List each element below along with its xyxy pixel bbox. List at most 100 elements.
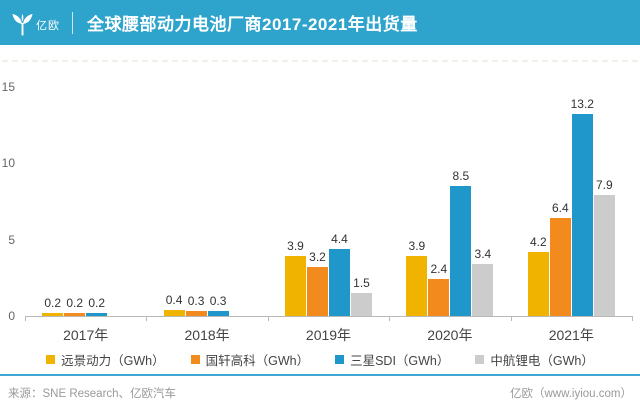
legend-swatch-icon — [190, 354, 200, 364]
y-axis-tick-label: 15 — [1, 80, 15, 94]
bar-slot: 3.2 — [306, 250, 328, 316]
bar-slot: 7.9 — [593, 178, 615, 316]
yiou-logo-icon — [12, 10, 33, 36]
bar — [328, 248, 350, 316]
chart-legend: 远景动力（GWh） 国轩高科（GWh） 三星SDI（GWh） 中航锂电（GWh） — [0, 347, 640, 371]
bar-slot: 0.2 — [64, 295, 86, 316]
bar-slot: 4.4 — [328, 231, 350, 316]
x-axis-category-label: 2021年 — [548, 327, 594, 343]
bar-slot: 4.2 — [527, 234, 549, 316]
bar — [163, 309, 185, 316]
legend-item: 国轩高科（GWh） — [190, 350, 310, 369]
bar — [306, 267, 328, 316]
bar-value-label: 0.4 — [165, 292, 183, 307]
bar — [64, 312, 86, 316]
bar-group: 0.4 0.3 0.3 — [146, 293, 267, 316]
x-axis-tick — [389, 316, 391, 321]
bar — [185, 311, 207, 316]
header: 亿欧 全球腰部动力电池厂商2017-2021年出货量 — [0, 0, 640, 45]
footer-divider — [0, 374, 640, 376]
bar-value-label: 0.3 — [209, 294, 227, 309]
bar-slot: 2.4 — [428, 262, 450, 316]
bar-value-label: 4.4 — [331, 231, 348, 246]
bar — [571, 114, 593, 316]
chart-top-gridline — [2, 60, 638, 62]
bar-value-label: 7.9 — [595, 178, 613, 193]
footer: 来源：SNE Research、亿欧汽车 亿欧（www.iyiou.com） — [0, 385, 640, 401]
legend-label: 三星SDI（GWh） — [350, 353, 450, 368]
bar-slot: 8.5 — [450, 169, 472, 316]
bar-value-label: 1.5 — [353, 276, 370, 291]
bar — [472, 264, 494, 316]
bar — [207, 311, 229, 316]
bar — [593, 195, 615, 316]
bar-value-label: 8.5 — [452, 169, 470, 184]
source-text: 来源：SNE Research、亿欧汽车 — [8, 388, 177, 400]
bar-slot: 0.4 — [163, 292, 185, 316]
x-axis-tick — [632, 316, 633, 321]
x-axis-category-label: 2017年 — [63, 327, 109, 343]
page-title: 全球腰部动力电池厂商2017-2021年出货量 — [87, 15, 418, 34]
y-axis-tick-label: 5 — [8, 232, 15, 247]
logo-text: 亿欧 — [36, 19, 60, 32]
bar-slot: 0.3 — [185, 294, 207, 316]
bar — [549, 218, 571, 316]
bar-value-label: 3.4 — [474, 247, 492, 262]
bar-value-label: 3.2 — [309, 250, 326, 265]
bar — [42, 312, 64, 316]
logo: 亿欧 — [12, 10, 60, 36]
x-axis-tick — [510, 316, 512, 321]
y-axis-tick-label: 0 — [8, 309, 15, 323]
header-divider — [72, 11, 73, 34]
bar-value-label: 0.3 — [187, 294, 205, 309]
bar — [450, 186, 472, 316]
bar-chart: 0 5 10 15 0.2 0.2 0.2 2017年 0.4 0.3 0.3 2018年 3.9 3.2… — [0, 45, 640, 345]
legend-swatch-icon — [335, 354, 345, 364]
bar — [428, 279, 450, 316]
bar-slot: 0.2 — [86, 295, 108, 316]
bar — [527, 251, 549, 316]
bar-slot: 3.4 — [472, 247, 494, 316]
bar-value-label: 4.2 — [529, 234, 547, 249]
x-axis-tick — [267, 316, 269, 321]
legend-swatch-icon — [475, 354, 485, 364]
bar-value-label: 13.2 — [570, 97, 594, 112]
x-axis-category-label: 2018年 — [184, 327, 230, 343]
bar — [86, 312, 108, 316]
bar-slot: 1.5 — [350, 276, 372, 316]
bar-group: 0.2 0.2 0.2 — [25, 296, 146, 316]
bar-value-label: 2.4 — [430, 262, 448, 277]
bar — [284, 256, 306, 316]
bar-slot: 13.2 — [570, 97, 594, 316]
bar — [350, 293, 372, 316]
bar-value-label: 0.2 — [44, 295, 62, 310]
bar-group: 3.9 2.4 8.5 3.4 — [389, 169, 510, 316]
legend-swatch-icon — [46, 354, 56, 364]
x-axis-tick — [25, 316, 26, 321]
bar — [406, 256, 428, 316]
x-axis-line — [25, 316, 632, 317]
y-axis-tick-label: 10 — [1, 156, 15, 171]
bar-group: 4.2 6.4 13.2 7.9 — [511, 97, 632, 316]
x-axis-tick — [146, 316, 148, 321]
bar-value-label: 3.9 — [408, 239, 426, 254]
bar-slot: 6.4 — [549, 201, 571, 316]
bar-slot: 3.9 — [406, 239, 428, 316]
x-axis-category-label: 2020年 — [427, 327, 473, 343]
bar-group: 3.9 3.2 4.4 1.5 — [268, 232, 389, 316]
site-text: 亿欧（www.iyiou.com） — [509, 388, 632, 400]
legend-item: 三星SDI（GWh） — [335, 350, 449, 369]
x-axis-category-label: 2019年 — [305, 327, 352, 343]
bar-slot: 0.2 — [42, 295, 64, 316]
legend-label: 国轩高科（GWh） — [205, 353, 310, 368]
bar-slot: 3.9 — [284, 239, 306, 316]
legend-item: 中航锂电（GWh） — [475, 350, 594, 369]
legend-label: 远景动力（GWh） — [61, 353, 165, 368]
bar-value-label: 6.4 — [551, 201, 569, 216]
bar-value-label: 0.2 — [88, 295, 106, 310]
bar-value-label: 0.2 — [66, 295, 84, 310]
legend-label: 中航锂电（GWh） — [490, 353, 594, 368]
bar-value-label: 3.9 — [287, 239, 304, 254]
bar-slot: 0.3 — [207, 294, 229, 316]
